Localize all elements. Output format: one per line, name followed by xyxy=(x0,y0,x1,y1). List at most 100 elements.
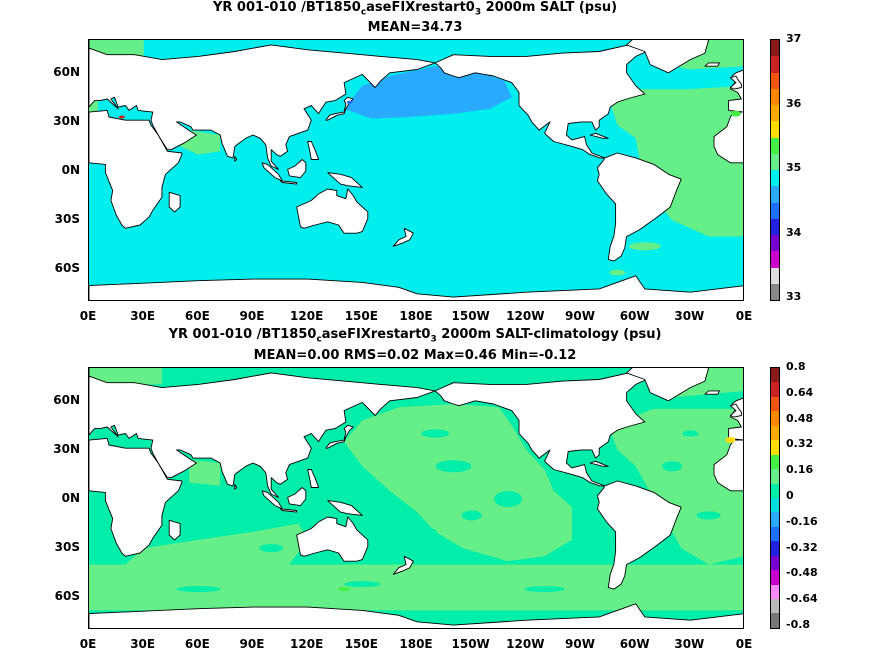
landmass-java xyxy=(279,508,298,513)
colorbar-label: 0.16 xyxy=(786,463,814,477)
lon-label: 0E xyxy=(735,637,753,651)
north-pacific-fresh-region xyxy=(344,66,512,119)
lon-label: 60W xyxy=(619,309,650,323)
lon-label: 150E xyxy=(344,637,378,651)
colorbar-swatch xyxy=(771,411,779,426)
lon-label: 0E xyxy=(79,637,97,651)
lat-label: 0N xyxy=(61,491,80,505)
colorbar-swatch xyxy=(771,235,779,252)
mediterranean-high-marker xyxy=(118,115,125,119)
colorbar-swatch xyxy=(771,218,779,235)
colorbar-swatch xyxy=(771,396,779,412)
southern-anomaly-marker xyxy=(338,587,351,592)
colorbar-label: 34 xyxy=(786,225,802,239)
panel2-map xyxy=(88,367,744,629)
lon-label: 90E xyxy=(239,309,265,323)
lon-label: 120E xyxy=(290,309,324,323)
colorbar-swatch xyxy=(771,105,779,122)
landmass-madagascar xyxy=(168,519,181,541)
lon-label: 150W xyxy=(451,309,490,323)
colorbar-swatch xyxy=(771,72,779,89)
landmass-britain xyxy=(729,403,742,418)
lat-label: 60S xyxy=(54,589,80,604)
colorbar-swatch xyxy=(771,512,779,527)
colorbar-label: -0.64 xyxy=(786,592,818,606)
mediterranean-anomaly-marker xyxy=(725,437,736,444)
lat-label: 30S xyxy=(54,212,80,227)
landmass-iceland xyxy=(704,62,720,67)
panel2-stats: MEAN=0.00 RMS=0.02 Max=0.46 Min=-0.12 xyxy=(253,348,577,363)
landmass-antarctic xyxy=(89,603,743,628)
lat-label: 0N xyxy=(61,163,80,177)
colorbar-swatch xyxy=(771,56,779,73)
lon-label: 120E xyxy=(290,637,324,651)
colorbar-label: -0.48 xyxy=(786,566,818,580)
colorbar-swatch xyxy=(771,137,779,154)
colorbar-swatch xyxy=(771,153,779,170)
lat-label: 60N xyxy=(53,392,80,407)
colorbar-swatch xyxy=(771,541,779,556)
colorbar-swatch xyxy=(771,382,779,397)
landmass-philippines xyxy=(307,141,320,160)
lat-label: 30N xyxy=(53,113,80,128)
mediterranean-outflow-marker xyxy=(730,110,741,117)
colorbar-swatch xyxy=(771,570,779,585)
landmass-australia xyxy=(296,516,369,562)
colorbar-swatch xyxy=(771,425,779,441)
colorbar-swatch xyxy=(771,526,779,542)
lon-label: 30E xyxy=(130,637,156,651)
landmass-iceland xyxy=(704,390,720,395)
landmass-java xyxy=(279,180,298,185)
colorbar-swatch xyxy=(771,267,779,284)
landmass-japan xyxy=(325,96,354,121)
colorbar-swatch xyxy=(771,251,779,268)
colorbar-label: 37 xyxy=(786,32,802,45)
lat-label: 30S xyxy=(54,540,80,555)
lon-label: 120W xyxy=(506,309,545,323)
lon-label: 60E xyxy=(184,309,210,323)
pacific-anomaly-region xyxy=(344,404,572,562)
colorbar-label: -0.16 xyxy=(786,514,818,528)
panel1-colorbar xyxy=(770,39,780,301)
landmass-eurasia xyxy=(89,368,436,498)
colorbar-swatch xyxy=(771,555,779,571)
colorbar-swatch xyxy=(771,121,779,138)
colorbar-swatch xyxy=(771,186,779,203)
panel1-stats: MEAN=34.73 xyxy=(367,20,463,35)
panel2-title: YR 001-010 /BT1850caseFIXrestart03 2000m… xyxy=(168,327,662,345)
landmass-antarctic xyxy=(89,275,743,300)
colorbar-label: 0.48 xyxy=(786,411,814,425)
colorbar-label: -0.8 xyxy=(786,618,811,631)
landmass-greenland xyxy=(626,368,710,402)
landmass-newzealand xyxy=(392,555,414,575)
lon-label: 90W xyxy=(565,637,595,651)
landmass-africa_w xyxy=(713,439,743,492)
colorbar-swatch xyxy=(771,613,779,628)
colorbar-swatch xyxy=(771,440,779,455)
colorbar-swatch xyxy=(771,483,779,498)
landmass-philippines xyxy=(307,469,320,488)
lat-label: 60S xyxy=(54,261,80,276)
colorbar-label: 36 xyxy=(786,96,802,110)
lon-label: 60E xyxy=(184,637,210,651)
landmass-africa xyxy=(89,437,183,557)
colorbar-swatch xyxy=(771,454,779,470)
colorbar-label: 0 xyxy=(786,489,794,502)
lon-label: 180E xyxy=(399,637,433,651)
landmass-newguinea xyxy=(327,500,363,516)
landmass-newzealand xyxy=(392,227,414,247)
lon-label: 180E xyxy=(399,309,433,323)
landmass-africa xyxy=(89,109,183,229)
landmass-borneo xyxy=(287,159,307,179)
colorbar-swatch xyxy=(771,469,779,484)
landmass-japan xyxy=(325,424,354,449)
colorbar-swatch xyxy=(771,283,779,300)
atlantic-anomaly-region xyxy=(608,408,743,565)
landmass-cuba xyxy=(589,132,609,139)
landmass-samerica xyxy=(596,480,682,590)
colorbar-swatch xyxy=(771,202,779,219)
colorbar-label: 0.64 xyxy=(786,385,814,399)
lat-label: 30N xyxy=(53,441,80,456)
landmass-cuba xyxy=(589,460,609,467)
lon-label: 60W xyxy=(619,637,650,651)
